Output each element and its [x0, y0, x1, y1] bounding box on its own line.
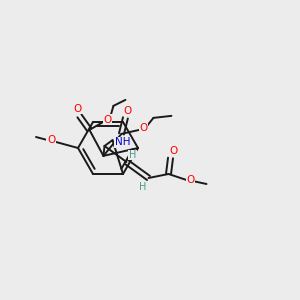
- Text: H: H: [129, 150, 136, 160]
- Text: O: O: [47, 135, 55, 145]
- Text: O: O: [73, 104, 82, 114]
- Text: O: O: [103, 115, 112, 125]
- Text: NH: NH: [115, 137, 130, 147]
- Text: O: O: [123, 106, 132, 116]
- Text: H: H: [139, 182, 146, 192]
- Text: O: O: [169, 146, 178, 156]
- Text: O: O: [139, 123, 148, 133]
- Text: O: O: [186, 175, 195, 185]
